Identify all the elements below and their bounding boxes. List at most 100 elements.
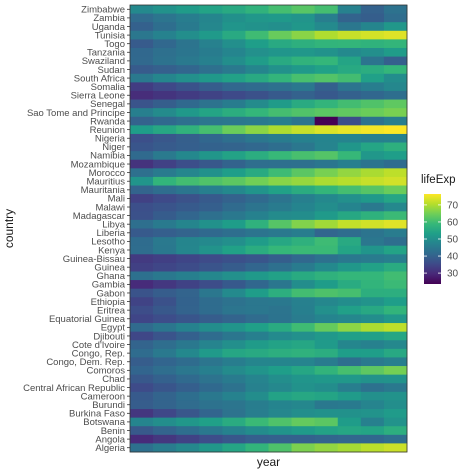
heatmap-cell bbox=[176, 47, 200, 57]
heatmap-cell bbox=[291, 288, 316, 298]
heatmap-cell bbox=[176, 116, 200, 126]
heatmap-cell bbox=[199, 73, 223, 83]
heatmap-cell bbox=[130, 211, 154, 221]
heatmap-cell bbox=[291, 47, 316, 57]
heatmap-cell bbox=[337, 194, 362, 204]
heatmap-cell bbox=[337, 22, 362, 32]
heatmap-cell bbox=[176, 30, 200, 40]
heatmap-cell bbox=[222, 30, 246, 40]
heatmap-cell bbox=[153, 271, 177, 281]
heatmap-cell bbox=[245, 47, 269, 57]
heatmap-cell bbox=[130, 176, 154, 186]
heatmap-cell bbox=[360, 314, 385, 324]
heatmap-cell bbox=[360, 116, 385, 126]
heatmap-cell bbox=[337, 305, 362, 315]
heatmap-cell bbox=[130, 340, 154, 350]
heatmap-cell bbox=[383, 237, 408, 247]
heatmap-cell bbox=[130, 417, 154, 427]
heatmap-cell bbox=[176, 22, 200, 32]
heatmap-cell bbox=[314, 90, 339, 100]
heatmap-cell bbox=[176, 400, 200, 410]
heatmap-cell bbox=[268, 314, 292, 324]
x-axis-title: year bbox=[257, 455, 280, 469]
heatmap-cell bbox=[130, 168, 154, 178]
heatmap-cell bbox=[268, 271, 292, 281]
heatmap-cell bbox=[291, 331, 316, 341]
heatmap-cell bbox=[199, 108, 223, 118]
heatmap-cell bbox=[337, 434, 362, 444]
heatmap-cell bbox=[360, 434, 385, 444]
heatmap-cell bbox=[268, 237, 292, 247]
heatmap-cell bbox=[291, 245, 316, 255]
heatmap-cell bbox=[153, 297, 177, 307]
y-tick-label: Chad bbox=[102, 374, 125, 385]
heatmap-cell bbox=[291, 323, 316, 333]
heatmap-cell bbox=[291, 417, 316, 427]
heatmap-cell bbox=[360, 271, 385, 281]
heatmap-cell bbox=[360, 133, 385, 143]
heatmap-cell bbox=[291, 159, 316, 169]
heatmap-cell bbox=[199, 90, 223, 100]
y-tick-label: Sao Tome and Principe bbox=[27, 108, 125, 119]
heatmap-cell bbox=[314, 357, 339, 367]
heatmap-cell bbox=[176, 254, 200, 264]
y-tick-label: Rwanda bbox=[90, 116, 126, 127]
heatmap-cell bbox=[383, 116, 408, 126]
heatmap-cell bbox=[314, 142, 339, 152]
heatmap-cell bbox=[383, 314, 408, 324]
heatmap-cell bbox=[268, 417, 292, 427]
heatmap-cell bbox=[130, 374, 154, 384]
y-tick-label: Egypt bbox=[101, 323, 126, 334]
heatmap-cell bbox=[153, 211, 177, 221]
heatmap-cell bbox=[199, 194, 223, 204]
heatmap-cell bbox=[199, 133, 223, 143]
y-tick-label: Libya bbox=[102, 220, 125, 231]
heatmap-cell bbox=[314, 39, 339, 49]
heatmap-cell bbox=[153, 159, 177, 169]
heatmap-cell bbox=[337, 426, 362, 436]
heatmap-cell bbox=[383, 280, 408, 290]
heatmap-cell bbox=[268, 82, 292, 92]
heatmap-cell bbox=[360, 297, 385, 307]
heatmap-cell bbox=[383, 13, 408, 23]
heatmap-cell bbox=[291, 22, 316, 32]
heatmap-cell bbox=[314, 348, 339, 358]
heatmap-cell bbox=[268, 90, 292, 100]
heatmap-cell bbox=[291, 108, 316, 118]
y-tick-label: Botswana bbox=[83, 417, 125, 428]
heatmap-cell bbox=[176, 56, 200, 66]
heatmap-cell bbox=[360, 90, 385, 100]
heatmap-cell bbox=[314, 409, 339, 419]
heatmap-cell bbox=[130, 47, 154, 57]
heatmap-cell bbox=[199, 30, 223, 40]
heatmap-cell bbox=[314, 219, 339, 229]
heatmap-cell bbox=[153, 348, 177, 358]
heatmap-cell bbox=[176, 90, 200, 100]
heatmap-cell bbox=[245, 271, 269, 281]
heatmap-cell bbox=[291, 297, 316, 307]
heatmap-cell bbox=[291, 426, 316, 436]
heatmap-cell bbox=[314, 443, 339, 453]
heatmap-cell bbox=[222, 151, 246, 161]
heatmap-cell bbox=[337, 73, 362, 83]
y-axis-ticks bbox=[127, 8, 130, 449]
heatmap-cell bbox=[360, 176, 385, 186]
heatmap-cell bbox=[176, 262, 200, 272]
heatmap-cell bbox=[291, 168, 316, 178]
heatmap-cell bbox=[337, 56, 362, 66]
heatmap-cell bbox=[360, 228, 385, 238]
y-tick-label: Liberia bbox=[96, 228, 125, 239]
heatmap-cell bbox=[268, 125, 292, 135]
heatmap-cell bbox=[130, 30, 154, 40]
heatmap-cell bbox=[360, 13, 385, 23]
heatmap-cell bbox=[268, 65, 292, 75]
heatmap-cell bbox=[291, 237, 316, 247]
heatmap-cell bbox=[130, 116, 154, 126]
heatmap-cell bbox=[222, 357, 246, 367]
y-tick-label: Angola bbox=[95, 434, 125, 445]
heatmap-cell bbox=[130, 73, 154, 83]
heatmap-cell bbox=[314, 151, 339, 161]
heatmap-cell bbox=[383, 30, 408, 40]
heatmap-cell bbox=[360, 280, 385, 290]
heatmap-cell bbox=[268, 168, 292, 178]
